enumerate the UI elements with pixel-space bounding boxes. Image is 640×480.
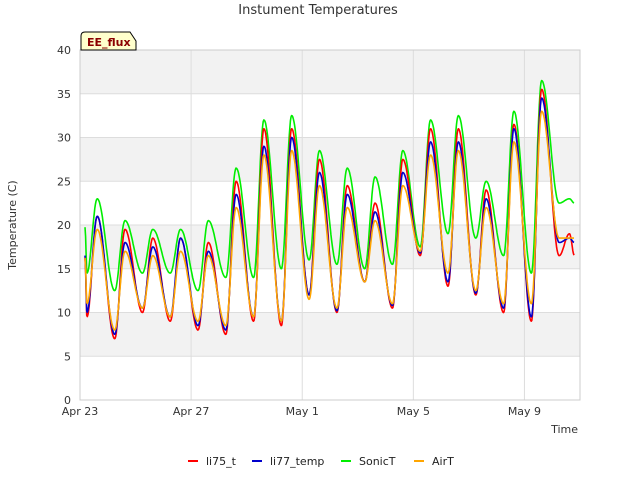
y-tick-label: 40 (57, 44, 71, 57)
y-tick-label: 15 (57, 263, 71, 276)
plot-band (80, 50, 580, 94)
series-lines (84, 79, 575, 340)
x-axis-ticks: Apr 23 Apr 27 May 1 May 5 May 9 (62, 405, 541, 418)
y-axis-ticks: 0 5 10 15 20 25 30 35 40 (57, 44, 71, 407)
legend-label: AirT (432, 455, 454, 468)
y-tick-label: 30 (57, 132, 71, 145)
annotation-badge: EE_flux (80, 31, 137, 51)
legend: li75_t li77_temp SonicT AirT (188, 455, 454, 468)
y-tick-label: 10 (57, 307, 71, 320)
annotation-badge-shape (80, 31, 137, 51)
legend-label: li77_temp (270, 455, 324, 468)
y-tick-label: 25 (57, 175, 71, 188)
annotation-badge-text: EE_flux (87, 36, 131, 49)
y-axis-label: Temperature (C) (6, 180, 19, 270)
x-tick-label: Apr 23 (62, 405, 99, 418)
series-line-airt (84, 110, 575, 331)
y-tick-label: 20 (57, 219, 71, 232)
plot-band (80, 312, 580, 357)
y-tick-label: 35 (57, 88, 71, 101)
y-tick-label: 5 (64, 350, 71, 363)
y-tick-label: 0 (64, 394, 71, 407)
chart-title: Instument Temperatures (238, 3, 398, 18)
legend-label: li75_t (206, 455, 237, 468)
plot-band (80, 137, 580, 182)
x-tick-label: May 1 (286, 405, 319, 418)
plot-area (79, 49, 581, 401)
legend-label: SonicT (359, 455, 396, 468)
x-tick-label: Apr 27 (173, 405, 210, 418)
x-tick-label: May 5 (397, 405, 430, 418)
x-axis-label: Time (550, 423, 578, 436)
x-tick-label: May 9 (508, 405, 541, 418)
series-line-sonict (84, 79, 575, 292)
